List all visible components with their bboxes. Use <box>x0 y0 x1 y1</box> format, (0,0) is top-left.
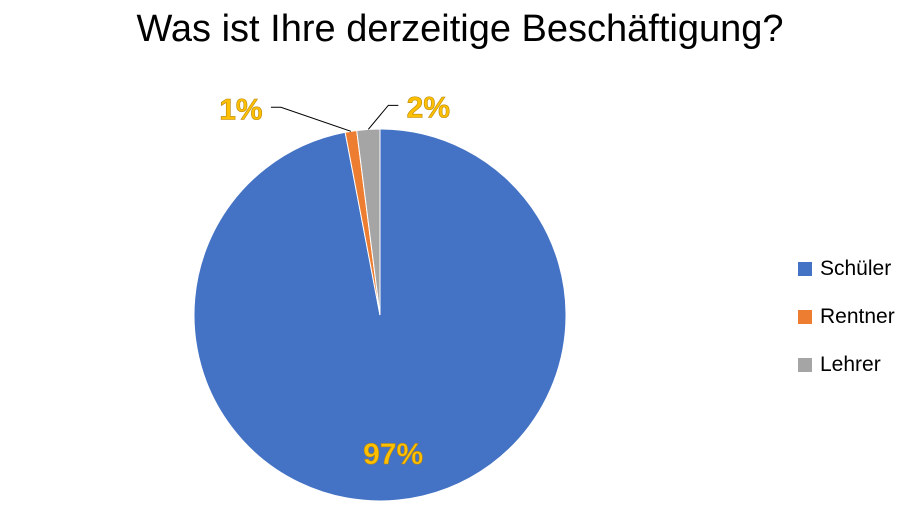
pie-slice-lehrer <box>356 128 381 316</box>
data-label-rentner: 1% <box>219 93 262 126</box>
legend-swatch-lehrer <box>798 357 812 372</box>
chart-title: Was ist Ihre derzeitige Beschäftigung? <box>136 8 784 50</box>
legend-label-rentner: Rentner <box>820 304 895 328</box>
legend-item-schueler: Schüler <box>798 255 895 282</box>
leader-line-rentner <box>270 106 352 132</box>
legend-label-schueler: Schüler <box>820 256 892 280</box>
legend-item-lehrer: Lehrer <box>798 351 895 378</box>
leader-line-lehrer <box>367 104 399 130</box>
legend-swatch-schueler <box>798 261 812 276</box>
legend-item-rentner: Rentner <box>798 303 895 330</box>
data-label-schueler: 97% <box>363 438 423 471</box>
data-label-lehrer: 2% <box>407 91 450 124</box>
legend: Schüler Rentner Lehrer <box>798 255 895 399</box>
legend-swatch-rentner <box>798 309 812 324</box>
legend-label-lehrer: Lehrer <box>820 352 881 376</box>
